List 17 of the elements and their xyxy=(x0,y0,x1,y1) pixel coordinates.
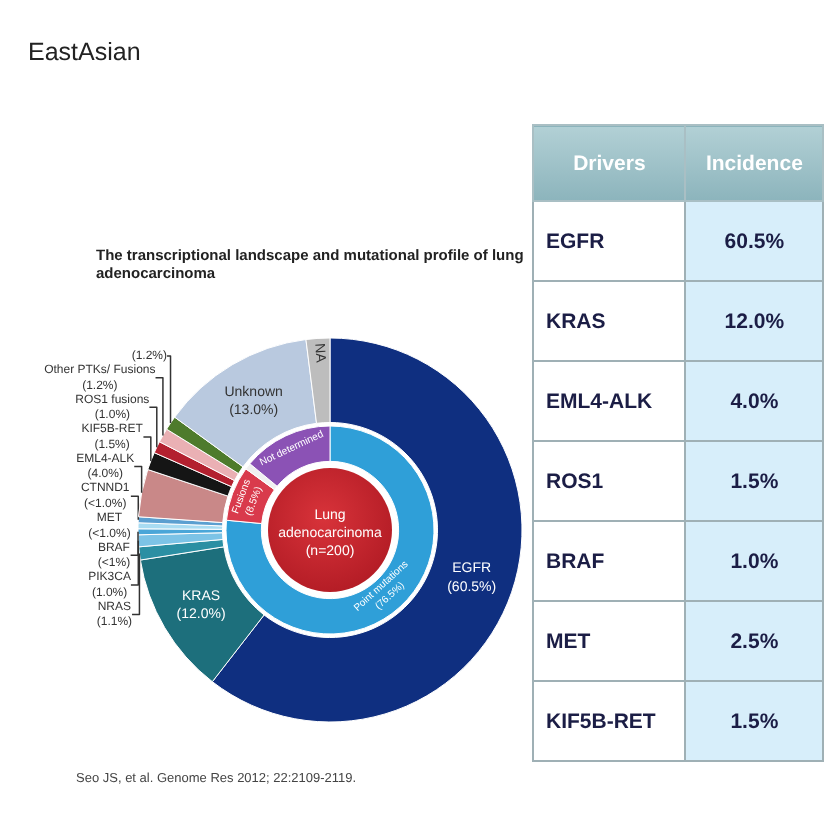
category-label: KIF5B-RET xyxy=(533,681,686,761)
data-label: 2.5% xyxy=(685,601,823,681)
data-label: 1.0% xyxy=(685,521,823,601)
category-label: MET xyxy=(533,601,686,681)
category-label: EML4-ALK xyxy=(533,361,686,441)
category-label: ROS1 xyxy=(533,441,686,521)
category-label: EGFR xyxy=(533,201,686,281)
category-label: BRAF xyxy=(533,521,686,601)
data-label: 1.5% xyxy=(685,441,823,521)
category-label: KRAS xyxy=(533,281,686,361)
data-label: 12.0% xyxy=(685,281,823,361)
text: Incidence xyxy=(685,125,823,201)
chart-title: EastAsian xyxy=(28,38,141,66)
data-label: 1.5% xyxy=(685,681,823,761)
data-label: 4.0% xyxy=(685,361,823,441)
data-label: 60.5% xyxy=(685,201,823,281)
text: Drivers xyxy=(533,125,686,201)
